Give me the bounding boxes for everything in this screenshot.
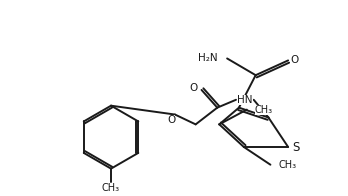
Text: CH₃: CH₃ [255,105,273,115]
Text: CH₃: CH₃ [102,183,120,193]
Text: O: O [167,115,175,125]
Text: O: O [290,55,298,65]
Text: O: O [189,83,198,93]
Text: HN: HN [237,95,253,105]
Text: CH₃: CH₃ [278,160,296,170]
Text: S: S [292,141,300,153]
Text: H₂N: H₂N [198,54,217,64]
